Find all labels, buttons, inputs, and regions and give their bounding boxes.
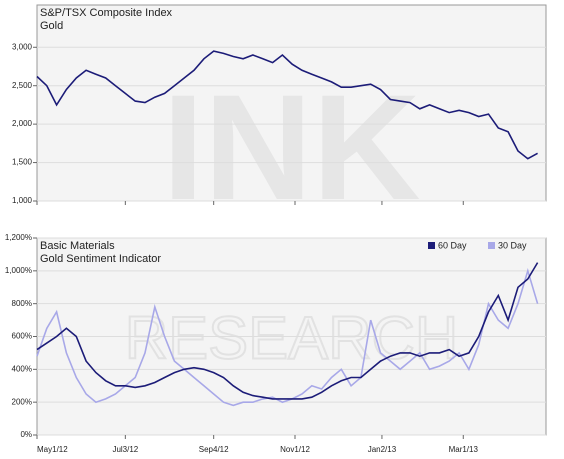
plot-area [36,4,547,202]
legend-label: 60 Day [438,240,467,250]
x-tick-label: Jul3/12 [112,445,138,454]
line-series [36,262,539,400]
y-tick-label: 3,000 [12,42,33,51]
y-tick-label: 1,500 [12,158,33,167]
watermark: RESEARCH [125,305,458,372]
legend-swatch [488,242,495,249]
legend-swatch [428,242,435,249]
chart-subtitle: Gold [40,20,63,32]
x-tick-label: Nov1/12 [280,445,310,454]
y-tick-label: 1,000 [12,196,33,205]
x-tick-label: May1/12 [37,445,68,454]
y-tick-label: 600% [12,332,32,341]
x-tick-label: Sep4/12 [199,445,229,454]
y-tick-label: 1,000% [5,266,32,275]
legend-label: 30 Day [498,240,527,250]
chart-title: Basic Materials [40,240,115,252]
y-tick-label: 2,500 [12,81,33,90]
y-tick-label: 0% [20,430,32,439]
chart-title: S&P/TSX Composite Index [40,7,173,19]
chart-subtitle: Gold Sentiment Indicator [40,253,161,265]
y-tick-label: 400% [12,364,32,373]
y-tick-label: 1,200% [5,233,32,242]
line-series [36,50,538,160]
y-tick-label: 200% [12,397,32,406]
line-series [36,267,539,407]
x-tick-label: Jan2/13 [368,445,397,454]
watermark: INK [162,63,420,231]
y-tick-label: 2,000 [12,119,33,128]
x-tick-label: Mar1/13 [449,445,479,454]
y-tick-label: 800% [12,299,32,308]
